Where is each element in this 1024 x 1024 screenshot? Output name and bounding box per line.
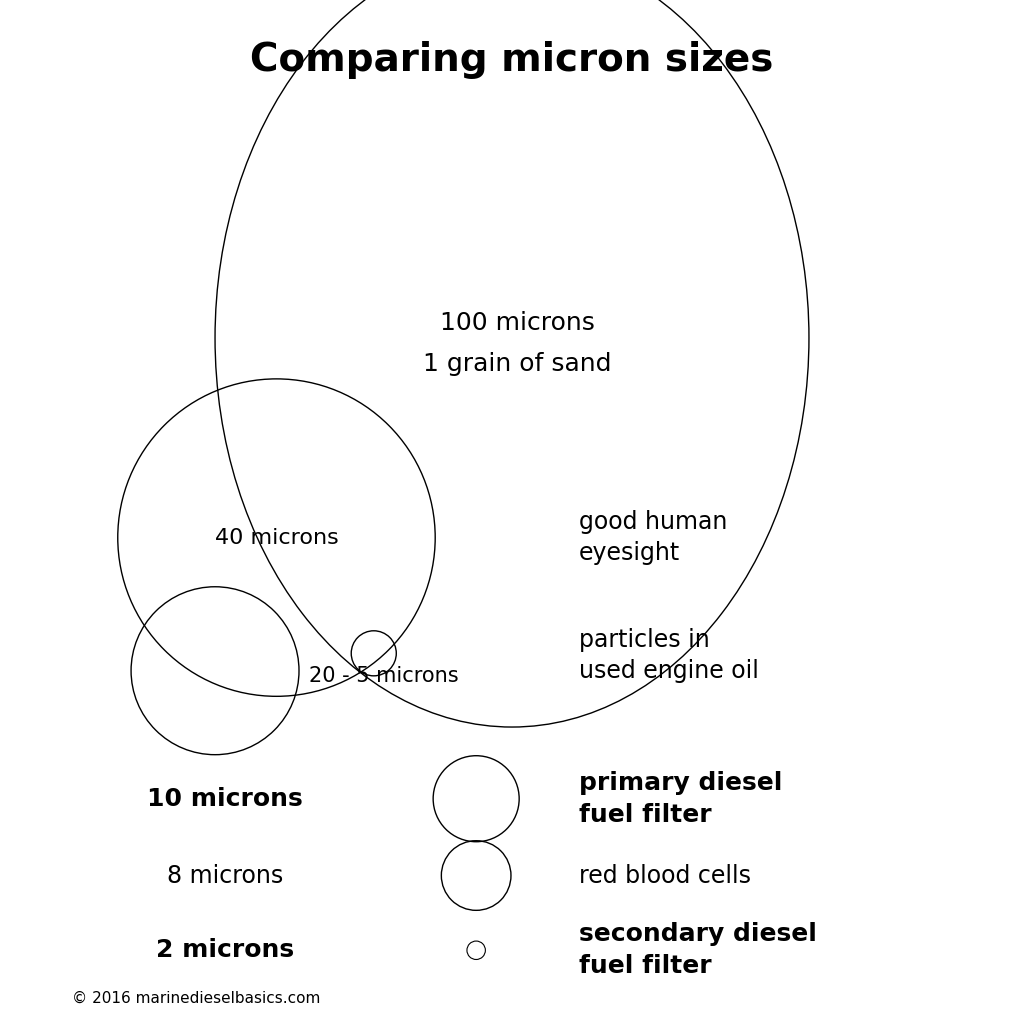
Text: 1 grain of sand: 1 grain of sand — [423, 351, 611, 376]
Text: Comparing micron sizes: Comparing micron sizes — [250, 41, 774, 79]
Text: particles in
used engine oil: particles in used engine oil — [579, 628, 759, 683]
Text: primary diesel
fuel filter: primary diesel fuel filter — [579, 771, 782, 826]
Text: 8 microns: 8 microns — [167, 863, 284, 888]
Text: secondary diesel
fuel filter: secondary diesel fuel filter — [579, 923, 816, 978]
Text: 20 - 5 microns: 20 - 5 microns — [309, 666, 459, 686]
Text: red blood cells: red blood cells — [579, 863, 751, 888]
Text: 2 microns: 2 microns — [157, 938, 294, 963]
Text: 40 microns: 40 microns — [215, 527, 338, 548]
Text: 100 microns: 100 microns — [439, 310, 595, 335]
Text: good human
eyesight: good human eyesight — [579, 510, 727, 565]
Text: 10 microns: 10 microns — [147, 786, 303, 811]
Text: © 2016 marinedieselbasics.com: © 2016 marinedieselbasics.com — [72, 990, 321, 1006]
